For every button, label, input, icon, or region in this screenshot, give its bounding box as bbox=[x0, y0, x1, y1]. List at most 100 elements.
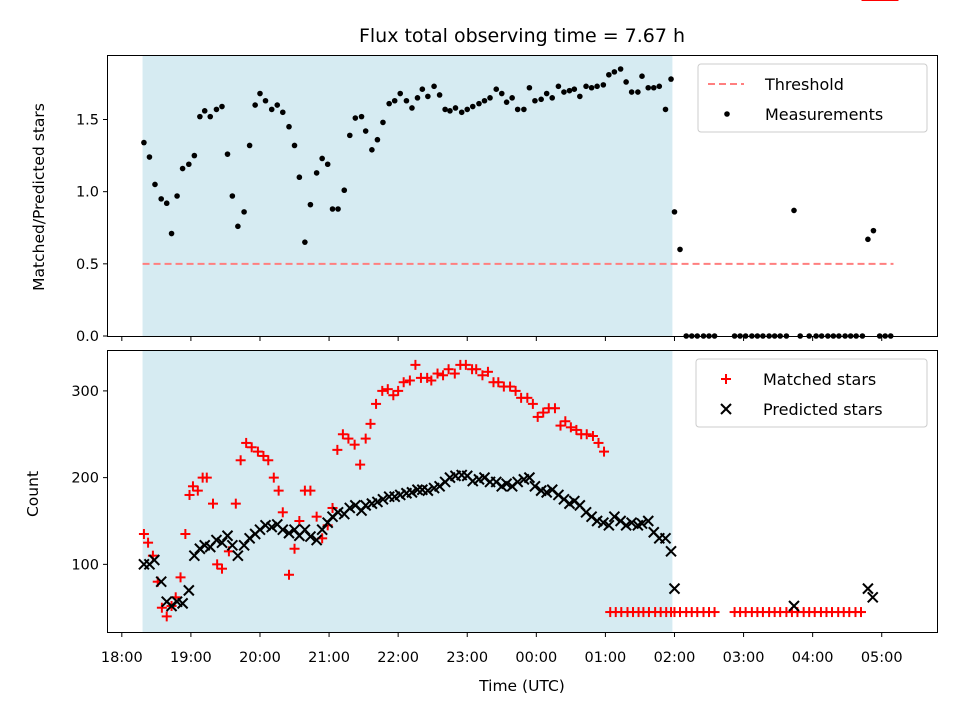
matched-star-point bbox=[581, 429, 592, 440]
matched-star-point bbox=[388, 390, 399, 401]
count-x-tick-label: 18:00 bbox=[101, 650, 143, 666]
measurement-point bbox=[521, 106, 527, 113]
matched-star-point bbox=[230, 498, 241, 509]
legend-measurements-swatch bbox=[724, 111, 730, 117]
measurement-point bbox=[302, 239, 308, 245]
matched-star-point bbox=[337, 429, 348, 440]
measurement-point bbox=[141, 139, 147, 146]
measurement-point bbox=[374, 136, 381, 143]
measurement-point bbox=[224, 151, 231, 157]
ratio-panel: 0.0 0.5 1.0 1.5 Matched/Predicted stars Thr… bbox=[30, 55, 938, 345]
legend-predicted-swatch bbox=[720, 403, 732, 415]
ratio-axes-frame bbox=[107, 55, 938, 337]
measurement-point bbox=[650, 84, 657, 91]
matched-star-point bbox=[289, 543, 300, 554]
predicted-star-point bbox=[176, 597, 189, 610]
ratio-y-tick-label: 1.0 bbox=[76, 185, 99, 201]
count-x-ticks: 18:00 19:00 20:00 21:00 22:00 23:00 00:00 01:00… bbox=[101, 632, 903, 666]
matched-star-point bbox=[532, 411, 543, 422]
observing-time-span bbox=[142, 56, 673, 336]
matched-star-point bbox=[263, 455, 274, 466]
predicted-star-point bbox=[862, 582, 874, 595]
count-x-tick-label: 20:00 bbox=[239, 650, 281, 666]
predicted-star-point bbox=[642, 515, 654, 527]
matched-star-point bbox=[332, 444, 343, 455]
measurement-point bbox=[262, 97, 269, 104]
measurement-point bbox=[577, 93, 583, 100]
count-x-tick-label: 03:00 bbox=[723, 650, 765, 666]
measurement-point bbox=[286, 123, 292, 130]
predicted-star-point bbox=[597, 517, 610, 529]
measurement-point bbox=[645, 84, 652, 91]
predicted-star-point bbox=[183, 584, 195, 597]
matched-star-point bbox=[555, 420, 566, 431]
ratio-y-tick-label: 0.5 bbox=[76, 257, 99, 273]
x-axis-label: Time (UTC) bbox=[478, 677, 565, 695]
measurement-point bbox=[241, 209, 247, 215]
predicted-star-point bbox=[608, 510, 621, 523]
count-legend: Matched stars Predicted stars bbox=[695, 358, 928, 428]
measurement-point bbox=[307, 201, 314, 208]
predicted-star-point bbox=[636, 517, 648, 530]
measurement-point bbox=[561, 89, 567, 95]
matched-star-point bbox=[426, 375, 437, 386]
predicted-star-point bbox=[668, 582, 681, 595]
count-x-tick-label: 01:00 bbox=[585, 650, 627, 666]
measurement-point bbox=[677, 246, 683, 253]
predicted-star-point bbox=[625, 517, 638, 529]
count-panel: 100 200 300 18:00 19:00 20:00 21:00 22:00 23:00… bbox=[24, 0, 938, 695]
matched-star-point bbox=[246, 442, 257, 453]
matched-star-point bbox=[565, 422, 576, 433]
measurement-point bbox=[191, 152, 198, 159]
ratio-y-tick-label: 1.5 bbox=[76, 113, 99, 129]
matched-star-point bbox=[365, 418, 376, 429]
measurement-point bbox=[207, 113, 214, 120]
measurement-point bbox=[403, 97, 410, 104]
measurement-point bbox=[152, 181, 158, 188]
count-y-tick-label: 200 bbox=[71, 471, 99, 487]
measurement-point bbox=[498, 90, 505, 97]
ratio-y-ticks: 0.0 0.5 1.0 1.5 bbox=[76, 113, 108, 345]
count-x-tick-label: 02:00 bbox=[654, 650, 696, 666]
measurement-point bbox=[335, 206, 341, 212]
matched-star-point bbox=[268, 472, 279, 483]
matched-star-point bbox=[432, 368, 443, 379]
predicted-star-point bbox=[788, 600, 800, 612]
matched-star-point bbox=[471, 364, 482, 375]
measurement-point bbox=[268, 106, 275, 113]
count-x-tick-label: 21:00 bbox=[308, 650, 350, 666]
measurement-point bbox=[458, 109, 465, 116]
chart-title: Flux total observing time = 7.67 h bbox=[359, 25, 685, 47]
measurement-point bbox=[419, 86, 426, 92]
measurement-point bbox=[168, 230, 175, 237]
measurement-point bbox=[279, 109, 286, 116]
measurement-point bbox=[313, 170, 320, 176]
measurement-point bbox=[329, 206, 336, 212]
predicted-star-point bbox=[511, 476, 524, 488]
measurement-point bbox=[503, 99, 510, 105]
legend-matched-label: Matched stars bbox=[763, 370, 876, 389]
matched-star-point bbox=[382, 384, 393, 395]
measurement-point bbox=[246, 142, 253, 149]
matched-star-point bbox=[449, 368, 460, 379]
matched-star-point bbox=[493, 377, 504, 388]
matched-star-point bbox=[192, 485, 203, 496]
count-x-tick-label: 22:00 bbox=[377, 650, 419, 666]
measurement-point bbox=[555, 83, 562, 90]
measurement-point bbox=[588, 84, 595, 91]
measurement-point bbox=[197, 113, 203, 120]
predicted-star-point bbox=[226, 539, 239, 551]
matched-star-point bbox=[273, 485, 284, 496]
measurement-point bbox=[442, 106, 448, 113]
measurement-point bbox=[870, 227, 877, 234]
measurement-point bbox=[324, 161, 331, 168]
measurement-point bbox=[671, 209, 678, 215]
matched-star-point bbox=[505, 381, 516, 392]
matched-star-point bbox=[410, 359, 421, 370]
measurement-point bbox=[452, 105, 459, 111]
predicted-star-point bbox=[371, 496, 384, 508]
matched-star-point bbox=[208, 498, 219, 509]
matched-star-point bbox=[482, 366, 493, 377]
predicted-star-point bbox=[377, 493, 389, 506]
predicted-star-point bbox=[266, 521, 278, 533]
